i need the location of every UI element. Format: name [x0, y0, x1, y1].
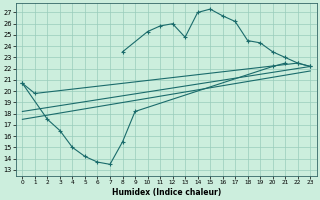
X-axis label: Humidex (Indice chaleur): Humidex (Indice chaleur) [112, 188, 221, 197]
